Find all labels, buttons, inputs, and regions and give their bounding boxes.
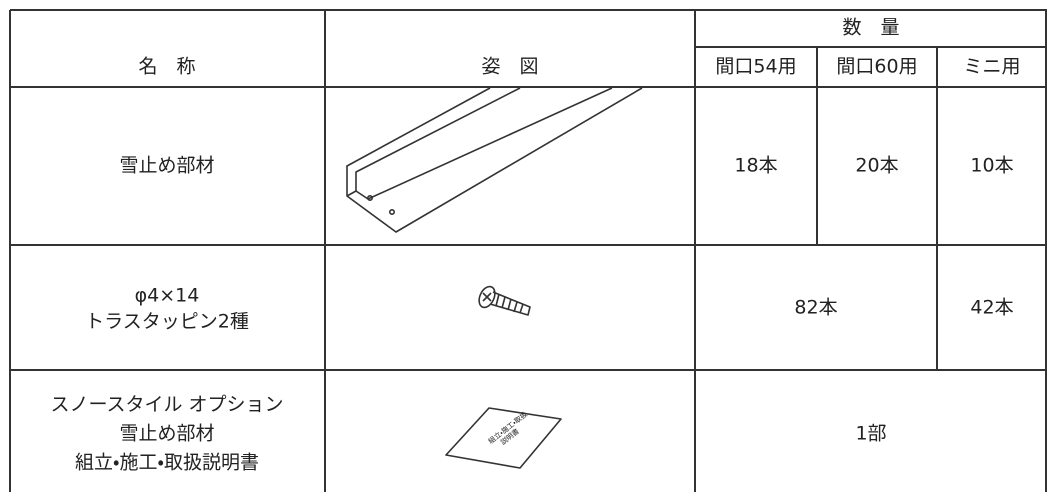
header-sub: 間口54用 xyxy=(715,56,796,78)
quantity: 82本 xyxy=(794,297,837,319)
quantity: 20本 xyxy=(855,155,898,177)
row-name: 雪止め部材 xyxy=(119,155,214,177)
row-name: φ4×14 xyxy=(135,285,200,307)
row-name: 組立・施工・取扱説明書 xyxy=(75,452,259,474)
quantity: 10本 xyxy=(970,155,1013,177)
header-sub: ミニ用 xyxy=(963,56,1020,78)
table-grid xyxy=(9,9,1047,492)
angle-bar-icon xyxy=(346,87,643,233)
quantity: 1部 xyxy=(855,423,886,445)
screw-icon xyxy=(478,285,531,316)
header-figure: 姿 図 xyxy=(481,56,538,78)
header-sub: 間口60用 xyxy=(836,56,917,78)
row-name: 雪止め部材 xyxy=(119,423,214,445)
header-name: 名 称 xyxy=(138,56,195,78)
row-name: トラスタッピン2種 xyxy=(85,311,249,333)
row-name: スノースタイル オプション xyxy=(50,394,283,416)
header-quantity: 数 量 xyxy=(842,17,899,39)
quantity: 18本 xyxy=(734,155,777,177)
quantity: 42本 xyxy=(970,297,1013,319)
